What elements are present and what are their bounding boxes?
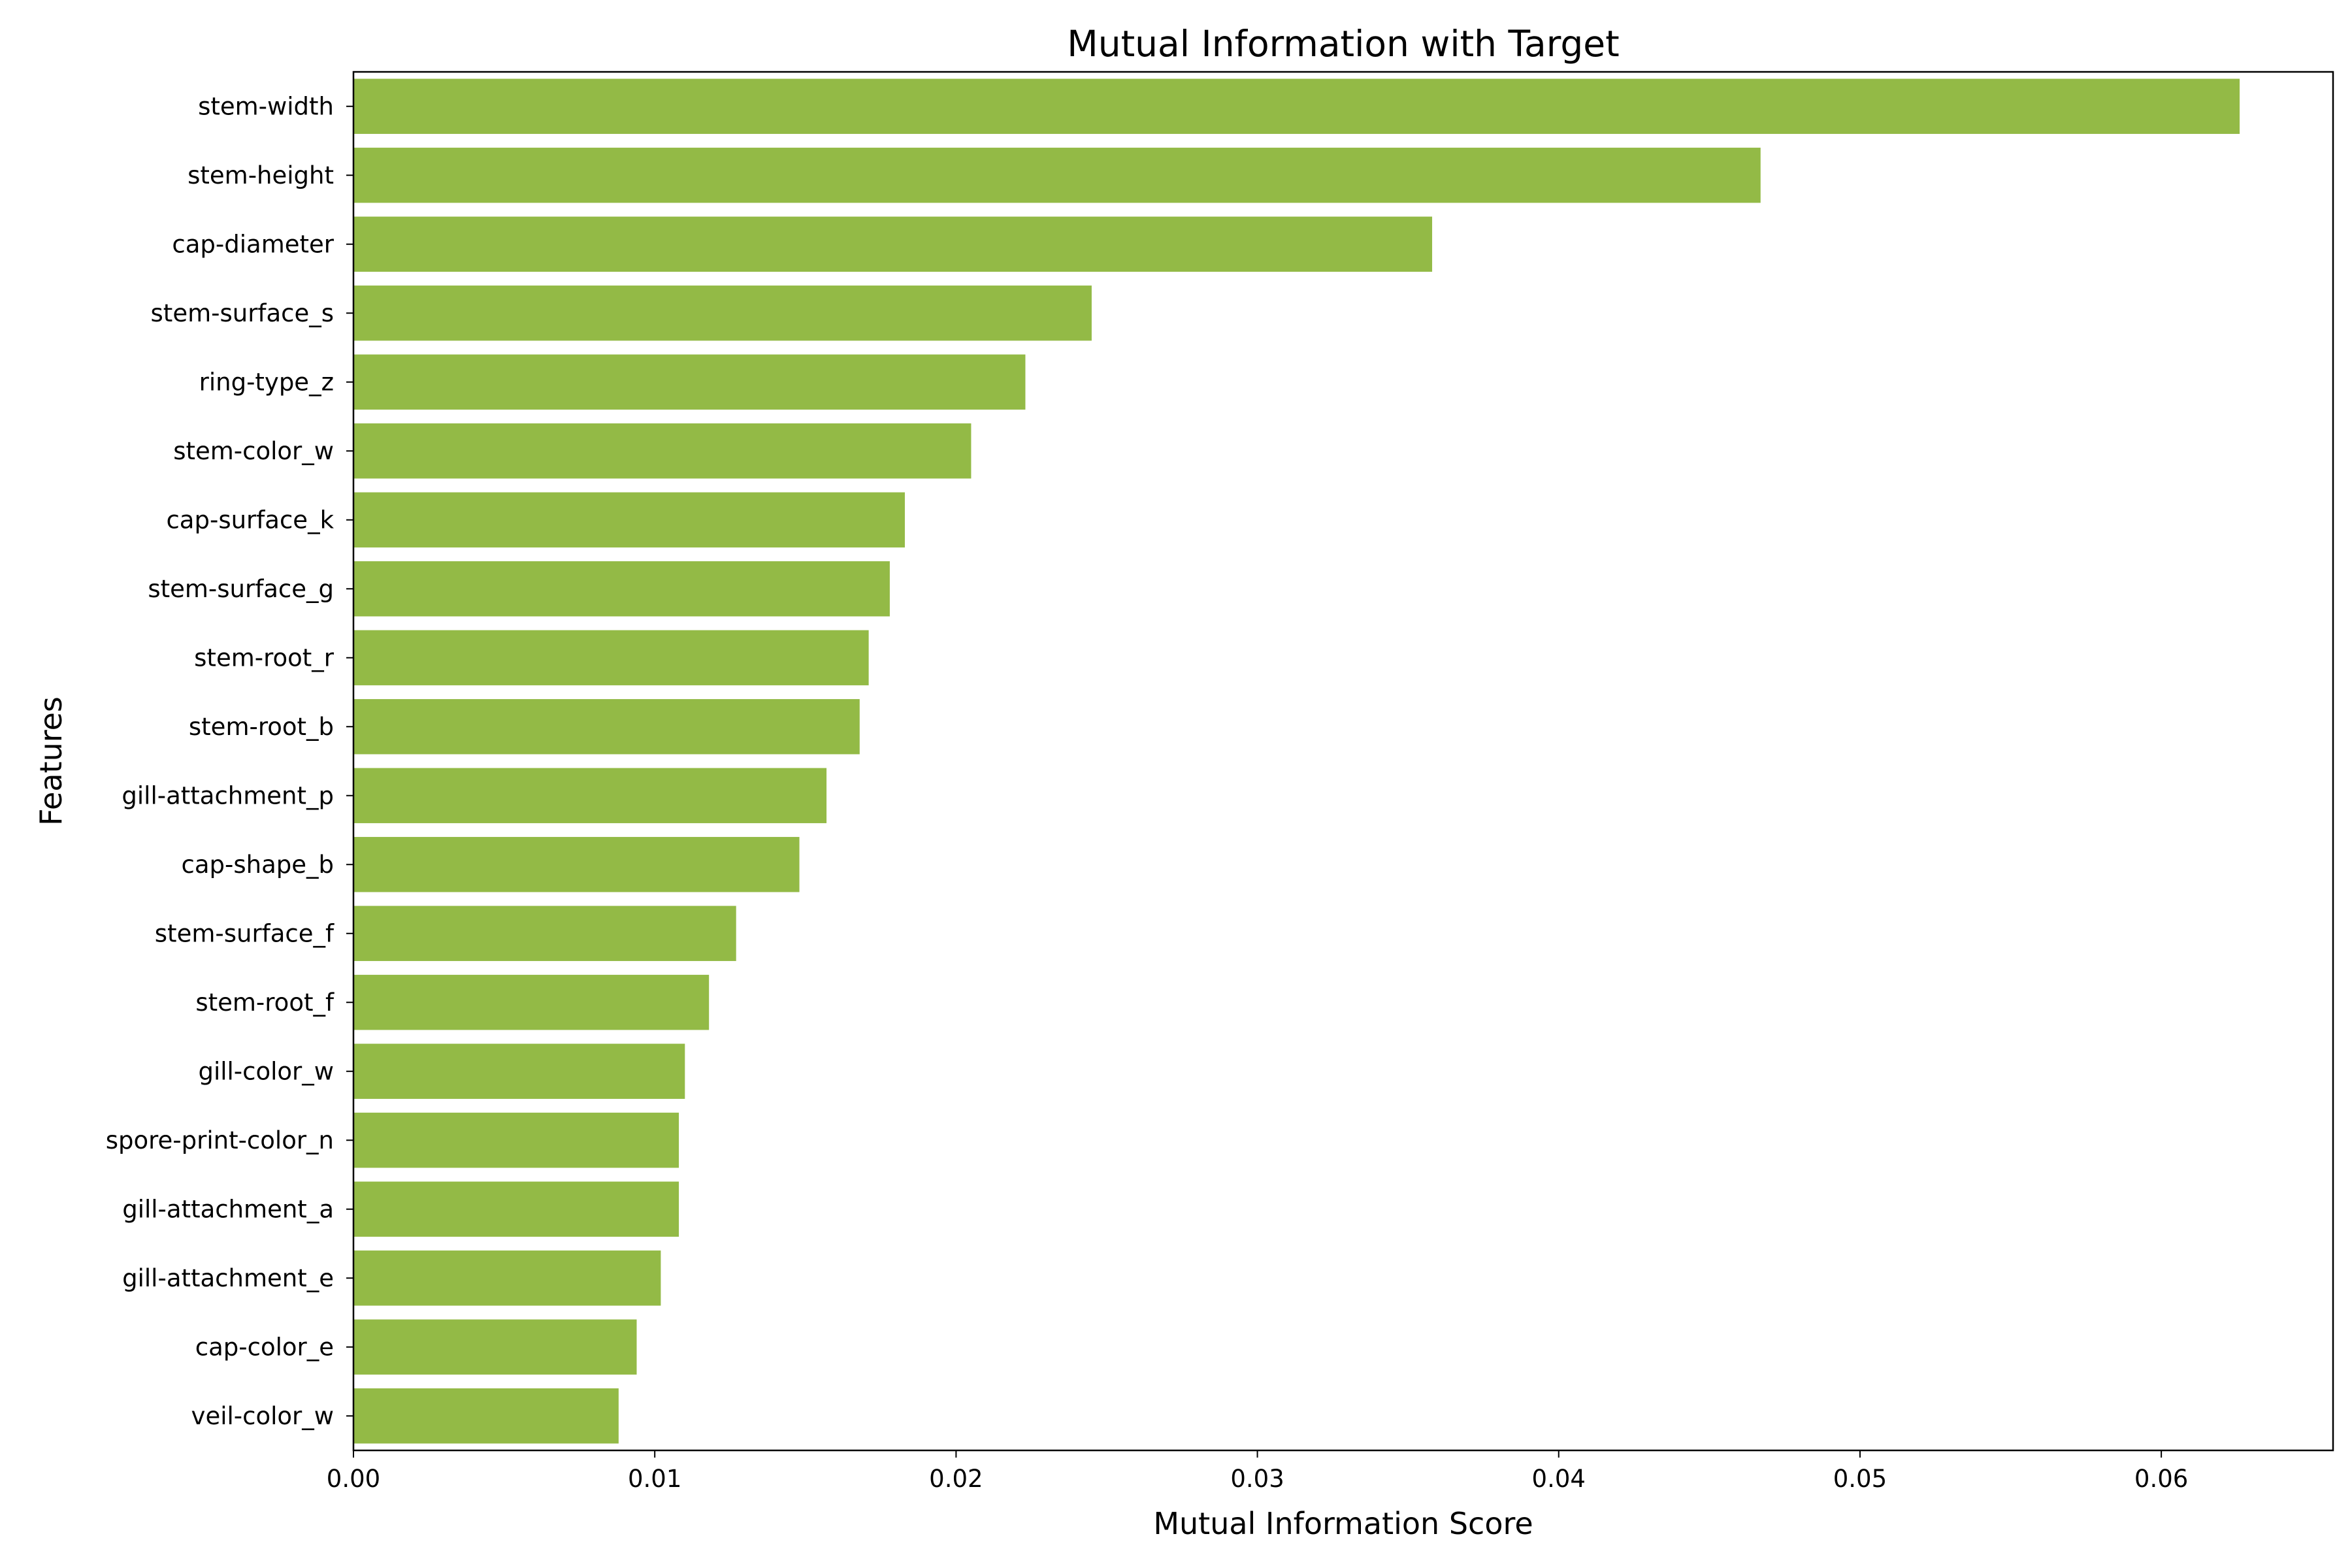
y-tick-label: veil-color_w [191,1402,334,1430]
y-tick-labels: stem-width stem-height cap-diameter stem-su… [106,92,353,1430]
bar-gill-attachment_a [353,1181,679,1237]
y-tick-label: gill-attachment_e [122,1264,334,1292]
y-tick-label: cap-diameter [172,230,334,258]
y-tick-label: spore-print-color_n [106,1126,334,1154]
x-tick-label: 0.01 [628,1465,681,1493]
bar-stem-surface_g [353,561,890,617]
bar-stem-root_b [353,699,860,755]
bar-stem-width [353,78,2240,134]
bar-cap-diameter [353,216,1433,272]
bar-cap-color_e [353,1319,637,1375]
y-tick-label: gill-attachment_p [122,781,334,809]
bar-gill-attachment_e [353,1250,661,1306]
y-tick-label: cap-surface_k [166,506,334,534]
x-ticks: 0.00 0.01 0.02 0.03 0.04 0.05 0.06 [327,1450,2188,1493]
y-tick-label: stem-root_r [194,644,335,672]
y-tick-label: stem-surface_s [151,299,334,327]
bar-gill-attachment_p [353,768,827,823]
x-tick-label: 0.05 [1833,1465,1887,1493]
bar-stem-root_r [353,630,869,685]
y-tick-label: gill-color_w [198,1057,334,1085]
x-tick-label: 0.02 [929,1465,983,1493]
y-tick-label: gill-attachment_a [122,1195,334,1223]
y-tick-label: stem-height [188,161,334,189]
x-tick-label: 0.06 [2134,1465,2188,1493]
bar-gill-color_w [353,1043,685,1099]
y-tick-label: stem-surface_f [155,919,335,947]
y-tick-label: stem-root_b [189,713,334,741]
bar-spore-print-color_n [353,1113,679,1168]
y-tick-label: stem-color_w [173,437,334,465]
bar-stem-root_f [353,975,710,1030]
x-tick-label: 0.03 [1230,1465,1284,1493]
chart-title: Mutual Information with Target [1067,23,1619,65]
y-tick-label: stem-width [198,92,334,120]
y-tick-label: stem-surface_g [148,575,334,603]
x-tick-label: 0.04 [1532,1465,1586,1493]
bar-veil-color_w [353,1388,619,1444]
y-tick-label: stem-root_f [195,988,335,1017]
y-tick-label: ring-type_z [199,368,334,396]
x-tick-label: 0.00 [327,1465,380,1493]
bar-cap-shape_b [353,837,800,892]
bar-stem-color_w [353,423,972,479]
bar-stem-surface_s [353,286,1092,341]
bar-stem-height [353,148,1761,203]
y-axis-label: Features [33,696,69,826]
bar-stem-surface_f [353,906,736,961]
x-axis-label: Mutual Information Score [1153,1506,1533,1541]
bar-ring-type_z [353,354,1026,410]
y-tick-label: cap-shape_b [182,851,335,879]
plot-frame [352,71,2334,1452]
y-tick-label: cap-color_e [195,1333,334,1361]
bar-cap-surface_k [353,492,905,547]
bar-group [353,78,2240,1444]
